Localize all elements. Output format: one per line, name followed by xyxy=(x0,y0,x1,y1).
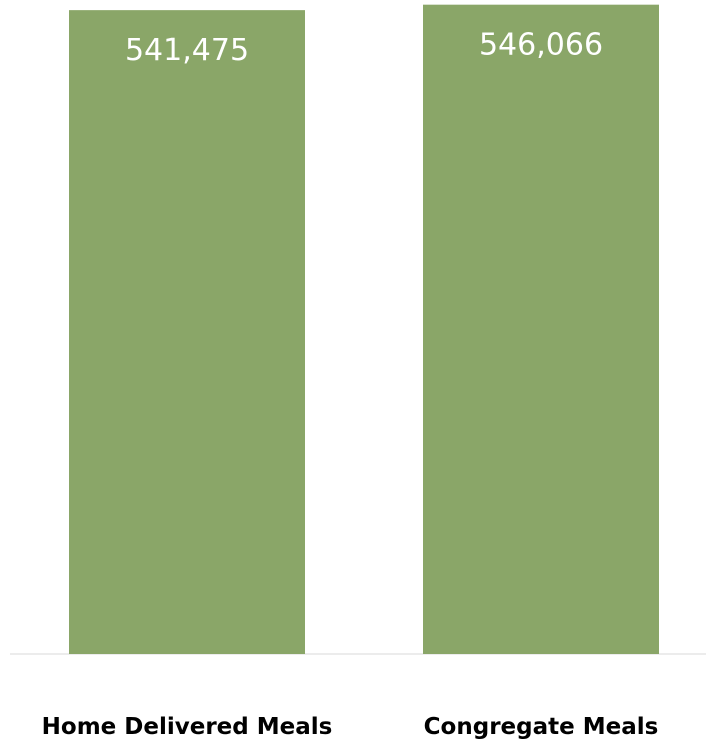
data-label-home-delivered-meals: 541,475 xyxy=(125,33,249,68)
category-label-home-delivered-meals: Home Delivered Meals xyxy=(42,714,333,739)
bars-group xyxy=(69,4,659,655)
category-label-congregate-meals: Congregate Meals xyxy=(424,714,659,739)
value-labels-group: 541,475 546,066 xyxy=(125,28,603,68)
category-labels-group: Home Delivered Meals Congregate Meals xyxy=(42,714,659,739)
data-label-congregate-meals: 546,066 xyxy=(479,28,603,63)
bar-congregate-meals xyxy=(423,4,659,655)
bar-home-delivered-meals xyxy=(69,10,305,654)
